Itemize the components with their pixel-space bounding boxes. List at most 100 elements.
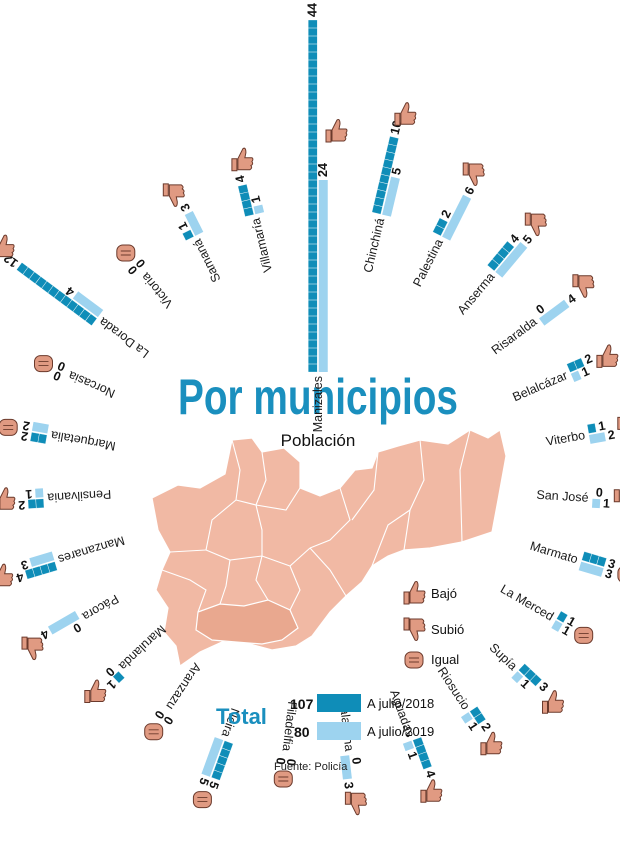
- municipality-label: Risaralda: [489, 315, 540, 358]
- municipality-label: Marmato: [528, 539, 579, 567]
- municipality-label: San José: [536, 488, 589, 505]
- trend-down-icon: [0, 234, 15, 258]
- municipality-label: Supía: [487, 640, 520, 673]
- bar-2018: [112, 671, 125, 684]
- bar-2019: [253, 204, 265, 215]
- trend-up-icon: [162, 183, 185, 207]
- bar-2018: [592, 488, 594, 498]
- totals: Total 107 80 A julio/2018 A julio/2019: [216, 694, 434, 740]
- bar-2018: [80, 619, 85, 629]
- legend-2019-label: A julio/2019: [367, 724, 434, 739]
- value-2018: 2: [20, 429, 29, 444]
- bar-2019: [460, 712, 473, 724]
- bar-group-pensilvania: 21 Pensilvania: [18, 487, 112, 512]
- value-2019: 3: [178, 201, 194, 214]
- bar-group-marmato: 33 Marmato: [528, 539, 617, 582]
- value-2019: 5: [196, 776, 212, 787]
- value-2019: 1: [580, 364, 592, 380]
- legend-swatch-2019: [317, 722, 361, 740]
- bar-2018: [61, 373, 66, 383]
- value-2018: 4: [233, 174, 248, 184]
- bar-group-viterbo: 12 Viterbo: [545, 419, 616, 449]
- bar-2019: [276, 754, 286, 756]
- value-2018: 0: [284, 758, 299, 767]
- municipality-label: Samaná: [190, 237, 223, 285]
- bar-2018: [556, 610, 568, 623]
- bar-group-manzanares: 43 Manzanares: [15, 533, 127, 585]
- value-2018: 5: [206, 779, 222, 790]
- bar-2019: [511, 671, 524, 684]
- bar-2019: [29, 551, 55, 567]
- trend-down-icon: [84, 679, 107, 703]
- municipality-label: La Merced: [498, 582, 556, 624]
- trend-equal-icon: [617, 567, 620, 582]
- municipality-label: Norcasia: [66, 368, 117, 400]
- value-2019: 3: [341, 781, 356, 790]
- chart-title: Por municipios: [178, 369, 458, 425]
- municipality-label: Pensilvania: [47, 487, 112, 505]
- bar-2019: [111, 663, 118, 671]
- bar-2018: [211, 740, 234, 781]
- bar-2018: [532, 309, 539, 318]
- trend-equal-icon: [192, 791, 212, 809]
- municipality-label: Marulanda: [116, 622, 169, 673]
- trend-equal-icon: [34, 355, 53, 373]
- municipality-label: Aranzazu: [163, 660, 204, 712]
- value-2018: 2: [18, 498, 26, 512]
- municipality-label: Villamaría: [249, 217, 275, 274]
- trend-down-icon: [0, 487, 16, 510]
- value-2019: 6: [462, 184, 478, 197]
- bar-2019: [442, 194, 472, 241]
- legend-igual-icon: [404, 651, 424, 669]
- bar-group-san-josé: 01 San José: [536, 485, 610, 510]
- bar-group-belalcázar: 21 Belalcázar: [510, 351, 594, 404]
- trend-down-icon: [231, 147, 254, 172]
- value-2018: 44: [305, 3, 319, 17]
- municipality-label: Manzanares: [56, 533, 126, 566]
- value-2018: 0: [595, 485, 603, 499]
- trend-down-icon: [596, 344, 619, 368]
- bar-2019: [31, 421, 49, 434]
- value-2018: 1: [597, 419, 606, 434]
- trend-down-icon: [394, 102, 417, 126]
- bar-2019: [570, 370, 582, 383]
- bar-2019: [551, 620, 563, 632]
- bar-2019: [539, 299, 570, 326]
- bar-2018: [133, 271, 141, 278]
- total-label: Total: [216, 704, 267, 729]
- municipality-label: Riosucio: [435, 665, 473, 713]
- bar-2018: [286, 755, 296, 757]
- bar-2019: [318, 180, 328, 372]
- municipality-label: Chinchiná: [361, 217, 387, 274]
- bar-group-filadelfia: 00 Filadelfia: [273, 701, 299, 767]
- bar-2018: [167, 711, 176, 718]
- value-2019: 1: [248, 194, 263, 204]
- legend-2018-label: A julio/2018: [367, 696, 434, 711]
- bar-2019: [141, 265, 149, 271]
- value-2019: 1: [25, 487, 33, 501]
- value-2019: 0: [152, 708, 168, 722]
- municipality-label: La Dorada: [96, 315, 151, 361]
- legend: Bajó Subió Igual: [403, 581, 464, 669]
- value-2019: 0: [133, 256, 148, 270]
- municipality-label: Pácora: [80, 592, 121, 624]
- bar-2019: [340, 755, 352, 780]
- legend-bajo-label: Bajó: [431, 586, 457, 601]
- value-2019: 1: [405, 750, 421, 761]
- chart-subtitle: Población: [281, 431, 356, 450]
- trend-equal-icon: [574, 626, 594, 644]
- bar-group-marquetalia: 22 Marquetalia: [20, 418, 117, 453]
- bar-2019: [588, 432, 606, 444]
